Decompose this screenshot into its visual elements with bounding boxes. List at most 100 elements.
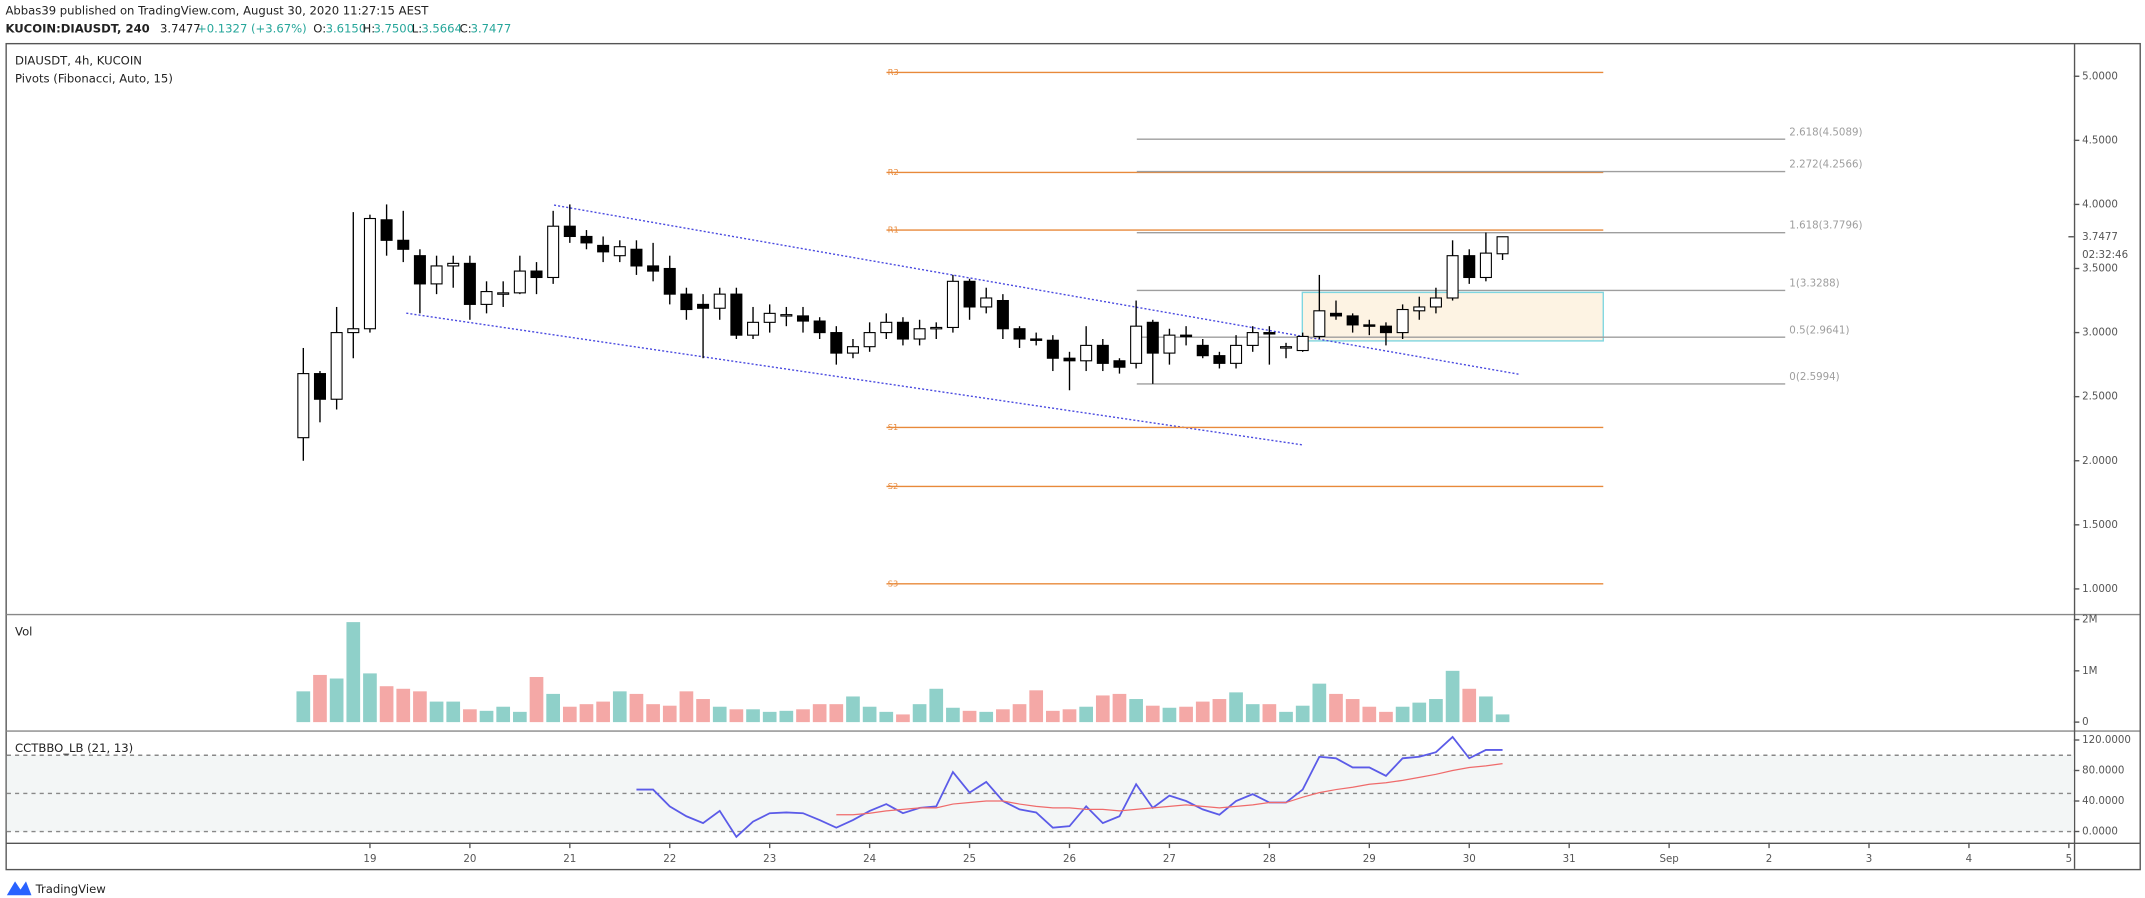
x-tick-label: 30 [1463,853,1476,865]
volume-bar [662,705,677,723]
y-tick-label: 0.0000 [2082,825,2118,837]
candle-body [1213,355,1226,364]
candle-body [1096,344,1109,364]
candle-body [613,246,626,257]
volume-bar [329,678,344,723]
candle-body [1080,344,1093,362]
fib-label: 2.272(4.2566) [1789,159,1862,171]
volume-bar [1229,692,1243,723]
candle-body [663,267,676,295]
volume-bar [712,706,727,723]
volume-label: Vol [15,624,32,638]
candle-body [880,321,893,334]
candle-body [930,326,943,330]
indicator-label: Pivots (Fibonacci, Auto, 15) [15,71,173,85]
candle-body [1379,325,1392,334]
candle-body [913,328,926,340]
oscillator-line [836,763,1503,816]
y-tick-label: 4.5000 [2082,134,2118,146]
volume-bar [479,710,494,723]
candle-body [397,239,410,250]
pivot-label: R1 [888,225,899,235]
candle-body [813,320,826,334]
volume-bar [446,701,461,723]
candle-body [996,299,1009,330]
candle-body [697,303,710,309]
volume-bar [513,711,527,723]
candle-body [1146,321,1159,354]
x-tick-label: 31 [1563,853,1576,865]
volume-bar [463,709,477,723]
volume-bar [1395,706,1410,723]
volume-bar [346,622,361,723]
candle-body [1113,360,1126,368]
candle-body [647,265,660,272]
ohlc: O: [313,22,326,36]
volume-bar [1179,706,1193,723]
fib-label: 1.618(3.7796) [1789,220,1862,232]
x-tick-label: 28 [1263,853,1276,865]
volume-bar [796,709,810,723]
candle-body [597,244,610,253]
candle-body [780,314,793,317]
countdown: 02:32:46 [2082,249,2128,261]
volume-bar [1312,683,1327,723]
volume-bar [612,691,627,723]
candle-body [297,373,310,439]
volume-bar [296,691,311,723]
candle-body [530,270,543,279]
pivot-label: R2 [888,167,899,177]
x-tick-label: 25 [963,853,976,865]
footer: TradingView [35,882,107,896]
x-tick-label: 22 [663,853,676,865]
oscillator-label: CCTBBO_LB (21, 13) [15,741,133,755]
ohlc: C: [460,22,472,36]
x-tick-label: 20 [463,853,476,865]
volume-bar [1262,704,1277,723]
volume-bar [1362,706,1377,723]
volume-bar [1112,693,1127,723]
x-tick-label: 3 [1866,853,1873,865]
y-tick-label: 1.5000 [2082,519,2118,531]
x-tick-label: 29 [1363,853,1376,865]
candle-body [497,292,510,295]
candle-body [1496,236,1509,255]
volume-bar [1379,711,1393,723]
candle-body [730,293,743,336]
volume-bar [363,673,377,723]
last-price-label: 3.7477 [2082,231,2118,243]
volume-bar [746,709,760,723]
candle-body [630,248,643,267]
y-tick-label: 40.0000 [2082,795,2124,807]
volume-bar [962,710,977,723]
ohlc: 3.5664 [421,22,462,36]
volume-bar [896,714,910,723]
candle-body [580,235,593,244]
y-tick-label: 2.0000 [2082,455,2118,467]
candle-body [480,291,493,305]
candle-body [413,255,426,285]
volume-bar [1345,699,1360,723]
candle-body [896,321,909,340]
volume-bar [812,704,827,723]
volume-bar [829,704,844,723]
x-tick-label: 21 [563,853,576,865]
ohlc: L: [412,22,422,36]
candle-body [846,346,859,354]
volume-bar [1245,704,1260,723]
candle-body [363,217,376,330]
y-tick-label: 3.0000 [2082,327,2118,339]
volume-bar [1329,693,1343,723]
change: +0.1327 (+3.67%) [197,22,307,36]
volume-bar [762,711,777,723]
pivot-label: R3 [888,67,899,77]
candle-body [1346,315,1359,326]
volume-bar [1495,714,1510,723]
candle-body [563,225,576,238]
candle-body [1329,312,1343,317]
candle-body [763,312,776,323]
y-tick-label: 0 [2082,716,2089,728]
x-tick-label: 4 [1966,853,1973,865]
volume-bar [429,701,444,723]
candle-body [1446,255,1459,299]
